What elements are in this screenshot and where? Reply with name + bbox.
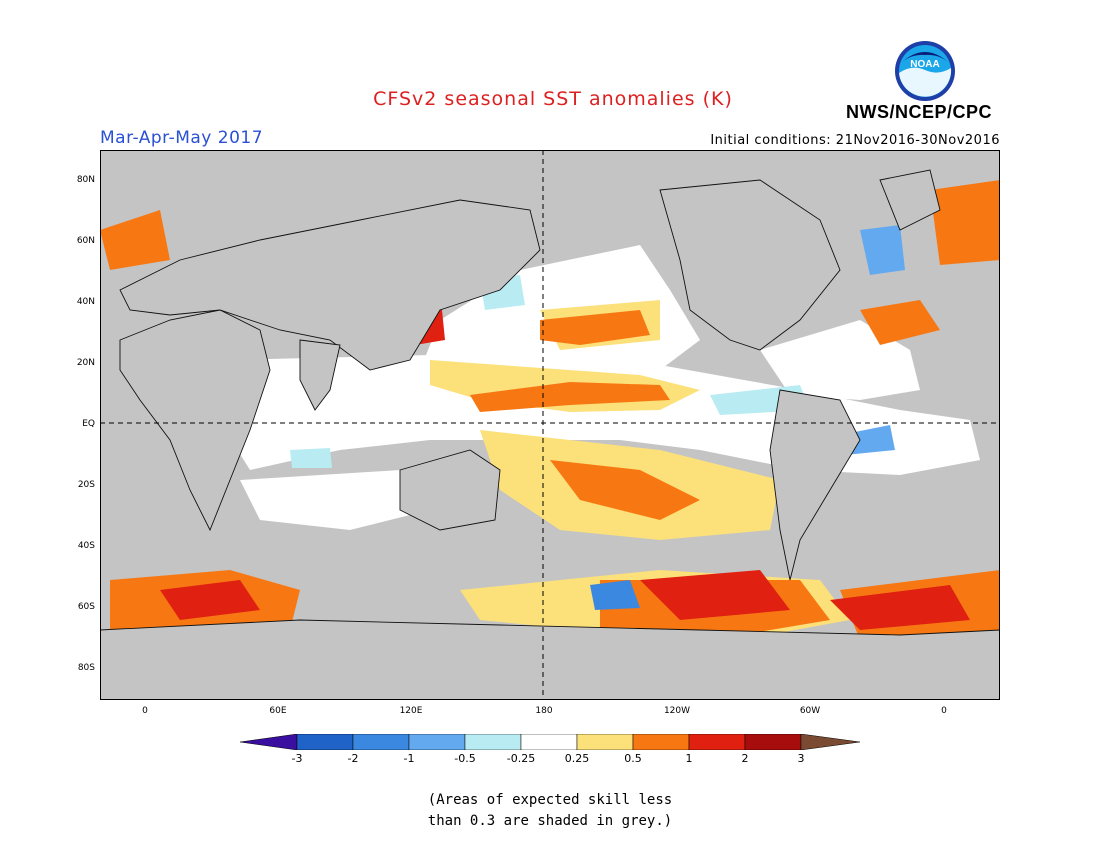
initial-conditions-label: Initial conditions: 21Nov2016-30Nov2016 [710, 133, 1000, 148]
lat-label-40n: 40N [76, 297, 95, 307]
season-label: Mar-Apr-May 2017 [100, 128, 264, 148]
continent-outlines [100, 169, 1000, 700]
colorbar-tick-label: -1 [403, 752, 415, 765]
lat-label-40s: 40S [77, 541, 95, 551]
colorbar-box [520, 734, 578, 750]
colorbar-box [576, 734, 634, 750]
skill-note-line-1: (Areas of expected skill less [427, 792, 673, 808]
southern-ocean-red-atlantic [830, 585, 970, 630]
colorbar-box [408, 734, 466, 750]
lon-label-120w: 120W [663, 706, 691, 716]
arctic-atlantic-orange [100, 210, 170, 270]
lon-label-120e: 120E [399, 706, 423, 716]
colorbar-tick-label: 0.5 [624, 752, 642, 765]
lon-label-180: 180 [535, 706, 553, 716]
north-atlantic-blue [860, 225, 905, 275]
chart-title: CFSv2 seasonal SST anomalies (K) [373, 88, 733, 110]
agency-label: NWS/NCEP/CPC [846, 102, 993, 122]
colorbar-tick-label: 3 [797, 752, 805, 765]
indian-ocean-light-blue [290, 448, 332, 468]
arctic-atlantic-orange-east [930, 180, 1000, 265]
colorbar-box [744, 734, 802, 750]
lat-label-20s: 20S [77, 480, 95, 490]
europe-asia-outline [119, 199, 541, 371]
lon-label-60w: 60W [799, 706, 821, 716]
colorbar-tick-label: -0.5 [454, 752, 476, 765]
colorbar-arrow-low [240, 734, 298, 750]
australia-outline [399, 449, 501, 531]
north-pacific-orange [540, 310, 650, 345]
colorbar-box [296, 734, 354, 750]
lon-label-0: 0 [142, 706, 148, 716]
colorbar-box [632, 734, 690, 750]
colorbar-arrow-high [800, 734, 860, 750]
india-outline [299, 339, 341, 411]
lat-label-60s: 60S [77, 602, 95, 612]
skill-note-line-2: than 0.3 are shaded in grey.) [427, 813, 673, 829]
colorbar-tick-label: -0.25 [506, 752, 536, 765]
equatorial-pacific-orange [470, 382, 670, 412]
lon-label-0-east: 0 [941, 706, 947, 716]
colorbar-tick-label: -2 [347, 752, 359, 765]
colorbar-tick-label: 0.25 [564, 752, 590, 765]
lat-label-eq: EQ [82, 419, 95, 429]
lon-label-60e: 60E [269, 706, 287, 716]
colorbar-box [464, 734, 522, 750]
sst-anomaly-map [100, 150, 1000, 700]
southern-ocean-red-indian [160, 580, 260, 620]
colorbar-tick-label: 1 [685, 752, 693, 765]
north-america-outline [659, 179, 841, 351]
noaa-logo: NOAA [895, 41, 955, 101]
colorbar-box [688, 734, 746, 750]
south-america-outline [769, 389, 861, 581]
north-atlantic-orange [860, 300, 940, 345]
south-pacific-orange [550, 460, 700, 520]
map-frame [100, 150, 1000, 700]
noaa-logo-text: NOAA [910, 59, 939, 70]
colorbar-box [352, 734, 410, 750]
colorbar-tick-label: 2 [741, 752, 749, 765]
southern-ocean-red-east-pacific [640, 570, 790, 620]
lat-label-20n: 20N [76, 358, 95, 368]
antarctica-outline [100, 619, 1000, 700]
colorbar-tick-label: -3 [291, 752, 303, 765]
south-pacific-blue [590, 580, 640, 610]
south-indian-neutral [240, 470, 430, 530]
lat-label-60n: 60N [76, 236, 95, 246]
lat-label-80n: 80N [76, 175, 95, 185]
greenland-outline [879, 169, 941, 231]
lat-label-80s: 80S [77, 663, 95, 673]
colorbar [240, 734, 860, 750]
